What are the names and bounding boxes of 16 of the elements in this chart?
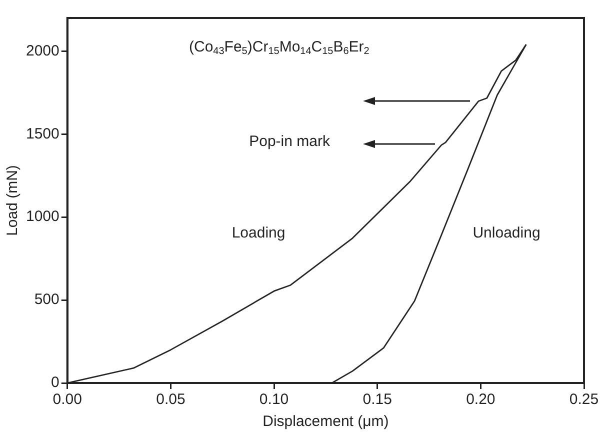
x-tick-label: 0.20 <box>466 391 496 408</box>
y-tick-label: 0 <box>51 374 60 392</box>
y-tick-label: 2000 <box>26 42 60 60</box>
x-tick-label: 0.15 <box>362 391 392 408</box>
y-tick-label: 500 <box>34 291 60 308</box>
x-tick-label: 0.00 <box>52 391 82 408</box>
annotation: Loading <box>232 224 286 242</box>
annotation: Pop-in mark <box>249 133 330 150</box>
y-tick-label: 1000 <box>26 208 60 226</box>
x-tick-label: 0.25 <box>569 391 599 408</box>
y-tick-label: 1500 <box>26 125 60 142</box>
x-tick-label: 0.05 <box>156 391 186 408</box>
x-tick-label: 0.10 <box>259 391 289 408</box>
y-axis-title: Load (mN) <box>4 165 22 236</box>
annotation: Unloading <box>472 224 540 242</box>
x-axis-title: Displacement (μm) <box>262 413 389 430</box>
